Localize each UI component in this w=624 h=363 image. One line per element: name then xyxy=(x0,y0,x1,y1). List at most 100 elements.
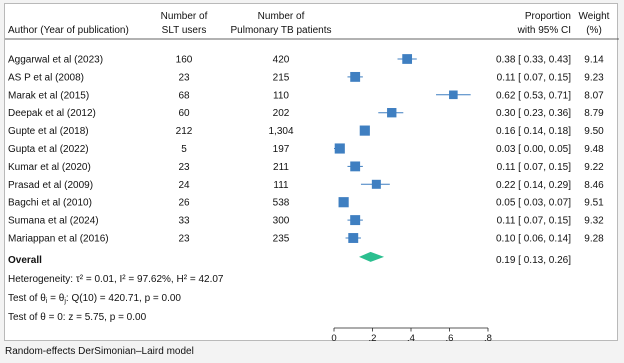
study-row: Gupte et al (2018) 212 1,304 0.16 [ 0.14, 0… xyxy=(8,125,604,137)
weight-value: 9.23 xyxy=(584,72,604,83)
point-estimate-marker xyxy=(402,54,413,64)
ptb-patients-value: 211 xyxy=(273,162,289,173)
slt-users-value: 33 xyxy=(178,216,190,227)
slt-users-value: 24 xyxy=(178,180,190,191)
study-row: Marak et al (2015) 68 110 0.62 [ 0.53, 0.71… xyxy=(8,90,604,101)
study-label: AS P et al (2008) xyxy=(8,72,84,83)
overall-ci-text: 0.19 [ 0.13, 0.26] xyxy=(496,255,571,266)
weight-value: 9.48 xyxy=(584,144,604,155)
weight-value: 9.22 xyxy=(584,162,604,173)
point-estimate-marker xyxy=(359,125,370,136)
proportion-ci-value: 0.11 [ 0.07, 0.15] xyxy=(497,72,572,83)
model-footnote: Random-effects DerSimonian–Laird model xyxy=(5,346,194,357)
point-estimate-marker xyxy=(348,233,359,243)
study-label: Deepak et al (2012) xyxy=(8,108,96,119)
slt-users-value: 23 xyxy=(178,162,190,173)
statistics-block: Heterogeneity: τ² = 0.01, I² = 97.62%, H… xyxy=(8,274,224,323)
header-slt-line2: SLT users xyxy=(162,25,207,36)
x-axis-tick-label: .6 xyxy=(446,333,454,342)
study-label: Marak et al (2015) xyxy=(8,90,89,101)
proportion-ci-value: 0.30 [ 0.23, 0.36] xyxy=(496,108,571,119)
weight-value: 9.28 xyxy=(584,234,604,245)
header-proportion-line2: with 95% CI xyxy=(517,25,571,36)
point-estimate-marker xyxy=(350,71,361,82)
slt-users-value: 23 xyxy=(178,234,190,245)
study-row: Bagchi et al (2010) 26 538 0.05 [ 0.03, 0.0… xyxy=(8,197,604,209)
proportion-ci-value: 0.62 [ 0.53, 0.71] xyxy=(496,90,571,101)
study-label: Gupta et al (2022) xyxy=(8,144,89,155)
slt-users-value: 68 xyxy=(178,90,190,101)
study-row: Deepak et al (2012) 60 202 0.30 [ 0.23, 0.3… xyxy=(8,108,604,119)
column-headers: Author (Year of publication) Number of S… xyxy=(8,11,610,36)
test-zero-text: Test of θ = 0: z = 5.75, p = 0.00 xyxy=(8,312,147,323)
header-ptb-line1: Number of xyxy=(258,11,305,22)
ptb-patients-value: 420 xyxy=(273,55,290,66)
overall-label: Overall xyxy=(8,255,42,266)
slt-users-value: 212 xyxy=(176,126,193,137)
ptb-patients-value: 202 xyxy=(273,108,290,119)
ptb-patients-value: 111 xyxy=(273,180,289,191)
proportion-ci-value: 0.10 [ 0.06, 0.14] xyxy=(496,234,571,245)
proportion-ci-value: 0.11 [ 0.07, 0.15] xyxy=(497,162,572,173)
study-row: Prasad et al (2009) 24 111 0.22 [ 0.14, 0.2… xyxy=(8,179,604,191)
study-label: Aggarwal et al (2023) xyxy=(8,55,103,66)
overall-row: Overall 0.19 [ 0.13, 0.26] xyxy=(8,251,571,266)
forest-plot: Author (Year of publication) Number of S… xyxy=(5,11,619,342)
header-weight-line1: Weight xyxy=(579,11,610,22)
point-estimate-marker xyxy=(449,90,458,100)
point-estimate-marker xyxy=(350,161,361,172)
weight-value: 9.51 xyxy=(584,198,604,209)
slt-users-value: 26 xyxy=(178,198,190,209)
study-label: Bagchi et al (2010) xyxy=(8,198,92,209)
study-row: Sumana et al (2024) 33 300 0.11 [ 0.07, 0.1… xyxy=(8,215,604,227)
ptb-patients-value: 110 xyxy=(273,90,289,101)
x-axis: 0 .2 .4 .6 .8 xyxy=(331,327,492,342)
point-estimate-marker xyxy=(338,197,349,208)
weight-value: 9.14 xyxy=(584,55,604,66)
weight-value: 9.50 xyxy=(584,126,604,137)
study-row: Aggarwal et al (2023) 160 420 0.38 [ 0.33, … xyxy=(8,54,604,66)
ptb-patients-value: 538 xyxy=(273,198,290,209)
point-estimate-marker xyxy=(371,179,381,189)
overall-diamond xyxy=(359,251,385,262)
ptb-patients-value: 235 xyxy=(273,234,290,245)
proportion-ci-value: 0.03 [ 0.00, 0.05] xyxy=(496,144,571,155)
header-slt-line1: Number of xyxy=(161,11,208,22)
x-axis-tick-label: .2 xyxy=(369,333,377,342)
ptb-patients-value: 1,304 xyxy=(268,126,293,137)
point-estimate-marker xyxy=(350,215,361,226)
proportion-ci-value: 0.11 [ 0.07, 0.15] xyxy=(497,216,572,227)
study-row: Gupta et al (2022) 5 197 0.03 [ 0.00, 0.05]… xyxy=(8,143,604,155)
header-ptb-line2: Pulmonary TB patients xyxy=(231,25,332,36)
heterogeneity-text: Heterogeneity: τ² = 0.01, I² = 97.62%, H… xyxy=(8,274,224,285)
slt-users-value: 60 xyxy=(178,108,190,119)
weight-value: 8.79 xyxy=(584,108,604,119)
proportion-ci-value: 0.22 [ 0.14, 0.29] xyxy=(496,180,571,191)
study-row: AS P et al (2008) 23 215 0.11 [ 0.07, 0.15]… xyxy=(8,71,604,83)
study-label: Prasad et al (2009) xyxy=(8,180,93,191)
study-label: Gupte et al (2018) xyxy=(8,126,89,137)
header-study: Author (Year of publication) xyxy=(8,25,129,36)
forest-plot-panel: Author (Year of publication) Number of S… xyxy=(4,3,619,342)
study-row: Mariappan et al (2016) 23 235 0.10 [ 0.06, … xyxy=(8,233,604,245)
weight-value: 8.46 xyxy=(584,180,604,191)
proportion-ci-value: 0.05 [ 0.03, 0.07] xyxy=(496,198,571,209)
x-axis-tick-label: .8 xyxy=(484,333,492,342)
slt-users-value: 160 xyxy=(176,55,193,66)
ptb-patients-value: 215 xyxy=(273,72,290,83)
x-axis-tick-label: .4 xyxy=(407,333,415,342)
proportion-ci-value: 0.16 [ 0.14, 0.18] xyxy=(496,126,571,137)
study-label: Sumana et al (2024) xyxy=(8,216,99,227)
point-estimate-marker xyxy=(387,108,397,118)
study-label: Mariappan et al (2016) xyxy=(8,234,109,245)
test-equality-text: Test of θi = θj: Q(10) = 420.71, p = 0.0… xyxy=(8,293,181,305)
point-estimate-marker xyxy=(334,143,345,154)
header-proportion-line1: Proportion xyxy=(525,11,571,22)
study-row: Kumar et al (2020) 23 211 0.11 [ 0.07, 0.15… xyxy=(8,161,604,173)
slt-users-value: 5 xyxy=(181,144,187,155)
weight-value: 9.32 xyxy=(584,216,604,227)
slt-users-value: 23 xyxy=(178,72,190,83)
x-axis-tick-label: 0 xyxy=(331,333,336,342)
proportion-ci-value: 0.38 [ 0.33, 0.43] xyxy=(496,55,571,66)
study-rows: Aggarwal et al (2023) 160 420 0.38 [ 0.33, … xyxy=(8,54,604,245)
